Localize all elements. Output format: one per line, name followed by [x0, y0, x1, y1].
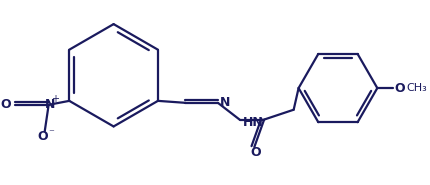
- Text: O: O: [393, 82, 404, 95]
- Text: N: N: [44, 98, 55, 111]
- Text: +: +: [50, 94, 58, 104]
- Text: O: O: [37, 130, 48, 143]
- Text: O: O: [249, 146, 260, 159]
- Text: N: N: [219, 96, 230, 109]
- Text: CH₃: CH₃: [406, 83, 427, 93]
- Text: O: O: [0, 98, 11, 111]
- Text: ⁻: ⁻: [49, 128, 55, 138]
- Text: HN: HN: [242, 116, 263, 129]
